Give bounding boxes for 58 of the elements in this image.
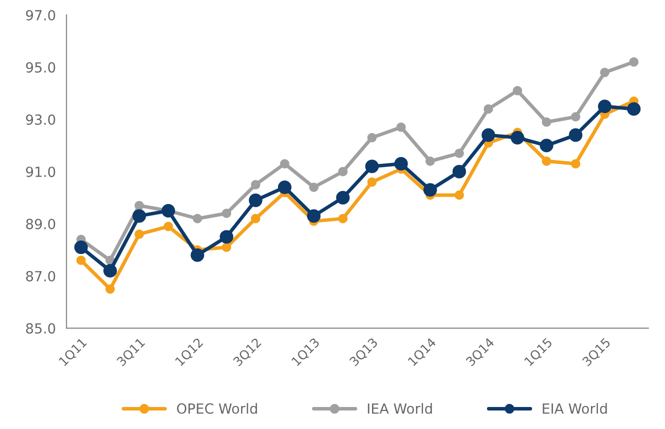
point: [510, 130, 524, 144]
point: [74, 240, 88, 254]
point: [423, 183, 437, 197]
point: [454, 190, 464, 200]
point: [482, 128, 496, 142]
point: [452, 164, 466, 178]
point: [103, 264, 117, 278]
point: [512, 86, 522, 96]
point: [484, 104, 494, 114]
point: [338, 166, 348, 176]
point: [336, 190, 350, 204]
point: [134, 230, 144, 239]
point: [250, 214, 260, 224]
point: [220, 230, 234, 244]
y-tick-label: 89.0: [26, 218, 56, 230]
point: [394, 157, 408, 171]
point: [307, 209, 321, 223]
y-tick-label: 87.0: [26, 270, 56, 282]
point: [396, 122, 406, 132]
point: [367, 132, 377, 142]
point: [598, 100, 612, 114]
point: [278, 180, 292, 194]
point: [365, 160, 379, 174]
point: [190, 248, 204, 262]
point: [280, 159, 290, 168]
y-tick-label: 85.0: [26, 323, 56, 334]
point: [309, 182, 318, 192]
point: [134, 200, 144, 210]
legend-label: IEA World: [368, 403, 432, 414]
point: [192, 214, 202, 224]
point: [248, 194, 262, 208]
point: [600, 68, 610, 78]
point: [76, 256, 86, 266]
point: [425, 156, 435, 166]
point: [162, 204, 176, 218]
point: [222, 208, 232, 218]
legend-label: EIA World: [542, 403, 607, 414]
y-tick-label: 97.0: [26, 10, 56, 20]
point: [570, 112, 580, 122]
point: [222, 242, 232, 252]
y-tick-label: 91.0: [26, 166, 56, 178]
point: [629, 57, 639, 67]
point: [132, 209, 146, 223]
point: [540, 138, 554, 152]
point: [627, 102, 641, 116]
point: [250, 180, 260, 190]
point: [338, 214, 348, 224]
point: [164, 222, 174, 232]
point: [454, 148, 464, 158]
point: [570, 159, 580, 168]
point: [568, 128, 582, 142]
legend-label: OPEC World: [177, 403, 257, 414]
point: [542, 156, 552, 166]
point: [367, 177, 377, 187]
point: [542, 117, 552, 127]
y-tick-label: 93.0: [26, 114, 56, 125]
point: [105, 284, 115, 294]
y-tick-label: 95.0: [26, 62, 56, 73]
